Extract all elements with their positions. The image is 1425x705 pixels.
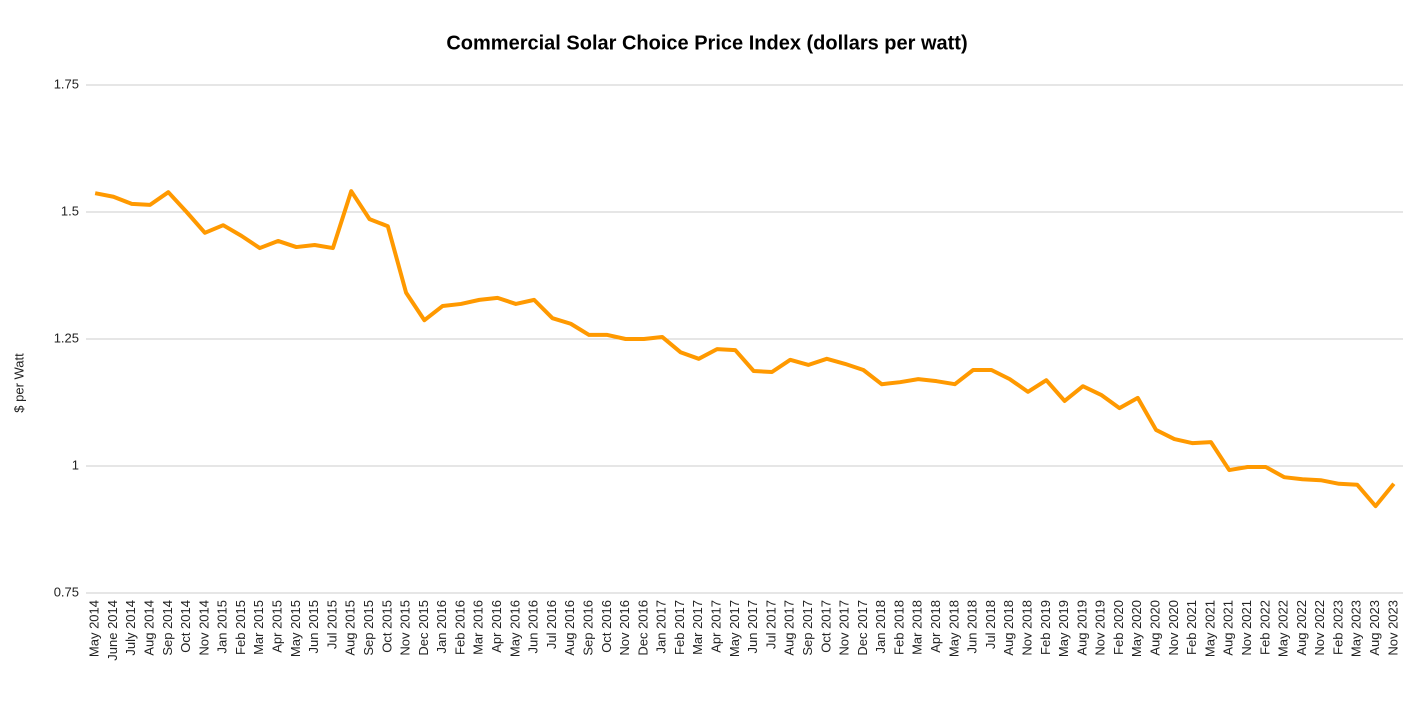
x-tick-label: Jun 2016: [526, 600, 541, 654]
x-tick-label: Jan 2015: [215, 600, 230, 654]
data-line: [94, 189, 1396, 509]
x-tick-label: Nov 2021: [1239, 600, 1254, 656]
x-tick-label: Oct 2017: [818, 600, 833, 653]
x-tick-label: Dec 2016: [635, 600, 650, 656]
y-tick-label: 1.5: [61, 203, 79, 218]
y-tick-label: 1.25: [54, 330, 79, 345]
x-tick-label: Nov 2018: [1019, 600, 1034, 656]
x-tick-label: May 2020: [1129, 600, 1144, 657]
x-tick-label: Feb 2018: [891, 600, 906, 655]
x-tick-label: Mar 2015: [251, 600, 266, 655]
x-tick-label: Nov 2014: [196, 600, 211, 656]
x-tick-label: May 2021: [1202, 600, 1217, 657]
x-tick-label: Nov 2020: [1166, 600, 1181, 656]
chart-title: Commercial Solar Choice Price Index (dol…: [446, 32, 967, 54]
y-tick-label: 1: [72, 457, 79, 472]
x-tick-label: Sep 2017: [800, 600, 815, 656]
x-tick-label: Nov 2023: [1385, 600, 1400, 656]
x-tick-label: Jul 2015: [324, 600, 339, 649]
x-tick-label: May 2018: [946, 600, 961, 657]
x-tick-label: Aug 2023: [1367, 600, 1382, 656]
x-tick-label: Sep 2015: [361, 600, 376, 656]
x-tick-label: Aug 2016: [562, 600, 577, 656]
x-tick-label: Jan 2017: [654, 600, 669, 654]
x-tick-label: Feb 2023: [1330, 600, 1345, 655]
x-tick-label: Apr 2015: [270, 600, 285, 653]
x-tick-label: Mar 2016: [471, 600, 486, 655]
x-tick-label: June 2014: [105, 600, 120, 661]
x-tick-label: Aug 2014: [141, 600, 156, 656]
x-tick-label: Feb 2017: [672, 600, 687, 655]
x-tick-label: Sep 2014: [160, 600, 175, 656]
x-tick-label: Aug 2017: [782, 600, 797, 656]
x-tick-label: Dec 2017: [855, 600, 870, 656]
x-tick-label: Mar 2018: [910, 600, 925, 655]
x-tick-label: Feb 2022: [1257, 600, 1272, 655]
x-tick-label: Jan 2016: [434, 600, 449, 654]
x-tick-label: Nov 2016: [617, 600, 632, 656]
x-tick-label: Apr 2016: [489, 600, 504, 653]
x-tick-label: Aug 2021: [1221, 600, 1236, 656]
x-tick-label: May 2017: [727, 600, 742, 657]
x-tick-label: May 2014: [87, 600, 102, 657]
x-tick-label: May 2019: [1056, 600, 1071, 657]
x-tick-label: Jun 2017: [745, 600, 760, 654]
y-axis-label: $ per Watt: [11, 353, 26, 413]
x-tick-label: Aug 2020: [1148, 600, 1163, 656]
x-tick-label: Jul 2018: [983, 600, 998, 649]
x-tick-label: July 2014: [123, 600, 138, 656]
x-tick-label: Aug 2019: [1074, 600, 1089, 656]
x-tick-label: Aug 2022: [1294, 600, 1309, 656]
x-tick-label: Nov 2019: [1093, 600, 1108, 656]
x-tick-label: May 2023: [1349, 600, 1364, 657]
x-tick-label: Apr 2018: [928, 600, 943, 653]
x-tick-label: Apr 2017: [709, 600, 724, 653]
x-tick-label: Aug 2015: [343, 600, 358, 656]
x-tick-label: Jul 2017: [763, 600, 778, 649]
x-tick-label: Feb 2019: [1038, 600, 1053, 655]
x-tick-label: Jun 2018: [965, 600, 980, 654]
x-tick-label: Oct 2014: [178, 600, 193, 653]
x-tick-label: Nov 2015: [398, 600, 413, 656]
x-tick-label: Sep 2016: [580, 600, 595, 656]
x-tick-label: Jun 2015: [306, 600, 321, 654]
x-tick-label: Nov 2022: [1312, 600, 1327, 656]
x-tick-label: Jan 2018: [873, 600, 888, 654]
x-tick-label: Feb 2015: [233, 600, 248, 655]
x-tick-label: May 2015: [288, 600, 303, 657]
x-tick-label: Nov 2017: [837, 600, 852, 656]
x-tick-label: Dec 2015: [416, 600, 431, 656]
x-tick-label: Oct 2016: [599, 600, 614, 653]
x-tick-label: Feb 2020: [1111, 600, 1126, 655]
y-tick-label: 0.75: [54, 584, 79, 599]
x-tick-label: Oct 2015: [379, 600, 394, 653]
x-tick-label: May 2016: [507, 600, 522, 657]
x-tick-label: May 2022: [1276, 600, 1291, 657]
y-tick-label: 1.75: [54, 76, 79, 91]
x-tick-label: Aug 2018: [1001, 600, 1016, 656]
x-tick-label: Feb 2016: [452, 600, 467, 655]
x-tick-label: Jul 2016: [544, 600, 559, 649]
x-tick-label: Mar 2017: [690, 600, 705, 655]
x-tick-label: Feb 2021: [1184, 600, 1199, 655]
